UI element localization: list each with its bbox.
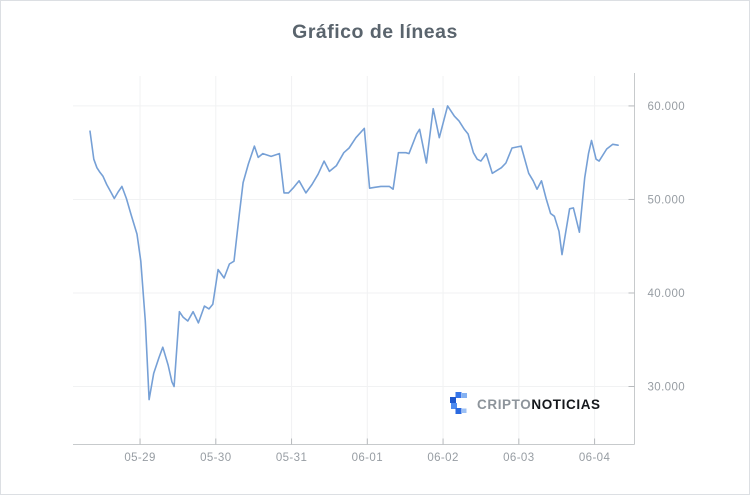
- y-tick-label: 50.000: [648, 194, 686, 206]
- x-tick-label: 06-02: [427, 452, 458, 464]
- x-tick-label: 06-03: [503, 452, 534, 464]
- y-tick-label: 60.000: [648, 101, 686, 113]
- brand-suffix: NOTICIAS: [531, 397, 601, 412]
- x-tick-label: 06-01: [352, 452, 383, 464]
- criptonoticias-logo[interactable]: CRIPTONOTICIAS: [450, 392, 601, 415]
- brand-prefix: CRIPTO: [477, 397, 532, 412]
- y-tick-label: 30.000: [648, 382, 686, 394]
- x-tick-label: 05-31: [276, 452, 307, 464]
- x-tick-label: 06-04: [579, 452, 611, 464]
- price-line-series: [89, 105, 619, 401]
- x-tick-label: 05-30: [200, 452, 231, 464]
- chart-title: Gráfico de líneas: [292, 21, 458, 43]
- x-tick-label: 05-29: [124, 452, 155, 464]
- y-tick-label: 40.000: [648, 288, 686, 300]
- brand-wordmark: CRIPTONOTICIAS: [477, 395, 601, 412]
- criptonoticias-pixel-c-icon: [450, 392, 467, 414]
